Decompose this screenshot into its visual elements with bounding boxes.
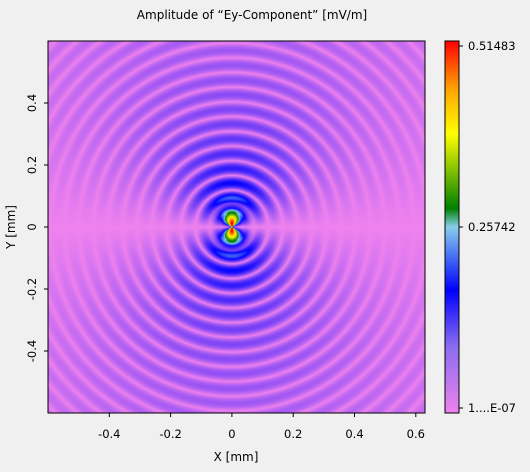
y-tick-label: 0 xyxy=(25,223,39,230)
colorbar-max-label: 0.51483 xyxy=(468,39,516,53)
x-tick-label: -0.4 xyxy=(98,427,120,441)
y-axis-label: Y [mm] xyxy=(4,205,18,250)
y-axis-ticks: -0.4 -0.2 0 0.2 0.4 xyxy=(25,94,48,362)
x-axis-label: X [mm] xyxy=(214,450,259,464)
y-tick-label: -0.4 xyxy=(25,340,39,362)
colorbar-mid-label: 0.25742 xyxy=(468,220,516,234)
x-axis-ticks: -0.4 -0.2 0 0.2 0.4 0.6 xyxy=(98,413,425,441)
x-tick-label: 0 xyxy=(228,427,235,441)
y-tick-label: -0.2 xyxy=(25,278,39,300)
heatmap-field xyxy=(48,41,425,413)
x-tick-label: 0.2 xyxy=(284,427,302,441)
x-tick-label: 0.4 xyxy=(345,427,363,441)
y-tick-label: 0.2 xyxy=(25,156,39,174)
x-tick-label: -0.2 xyxy=(159,427,181,441)
chart-title: Amplitude of “Ey-Component” [mV/m] xyxy=(137,8,367,22)
colorbar-min-label: 1....E-07 xyxy=(468,401,516,415)
x-tick-label: 0.6 xyxy=(407,427,425,441)
y-tick-label: 0.4 xyxy=(25,94,39,112)
colorbar xyxy=(444,40,460,414)
